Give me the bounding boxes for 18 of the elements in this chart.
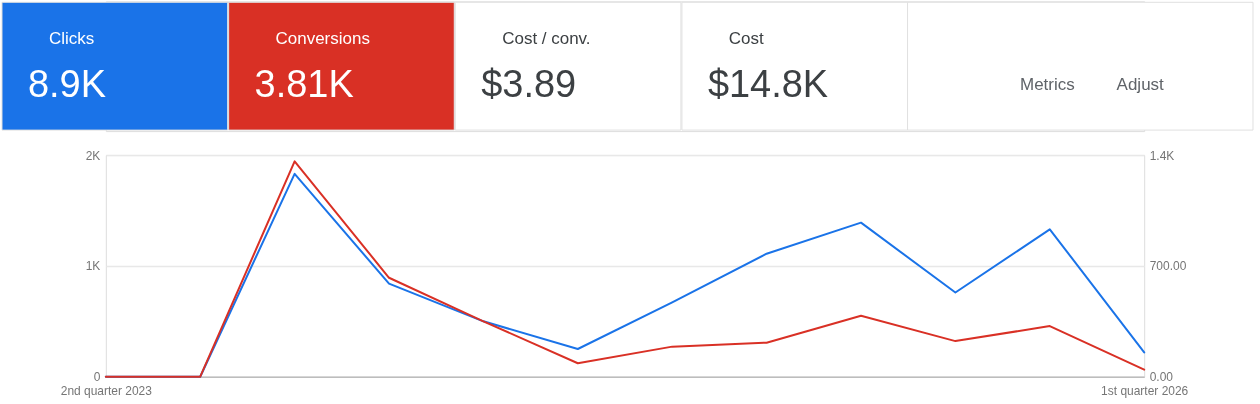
text: 8.9K <box>27 63 106 106</box>
y2-tick-label: 1.4K <box>1149 148 1175 163</box>
text: Adjust <box>1116 75 1165 95</box>
y-tick-label: 0 <box>93 370 101 385</box>
category-label: Clicks <box>48 29 95 49</box>
category-label: Conversions <box>275 29 370 49</box>
category-label: Cost / conv. <box>502 29 591 49</box>
text: Metrics <box>1019 75 1075 95</box>
category-label: Cost <box>728 29 765 49</box>
y2-tick-label: 0.00 <box>1149 370 1174 385</box>
x-tick-label: 2nd quarter 2023 <box>60 384 153 399</box>
text: $14.8K <box>707 63 829 106</box>
y2-tick-label: 700.00 <box>1149 259 1187 274</box>
x-tick-label: 1st quarter 2026 <box>1101 384 1189 399</box>
text: $3.89 <box>481 63 577 106</box>
text: 3.81K <box>254 63 354 106</box>
y-tick-label: 1K <box>85 259 101 274</box>
y-tick-label: 2K <box>85 148 101 163</box>
